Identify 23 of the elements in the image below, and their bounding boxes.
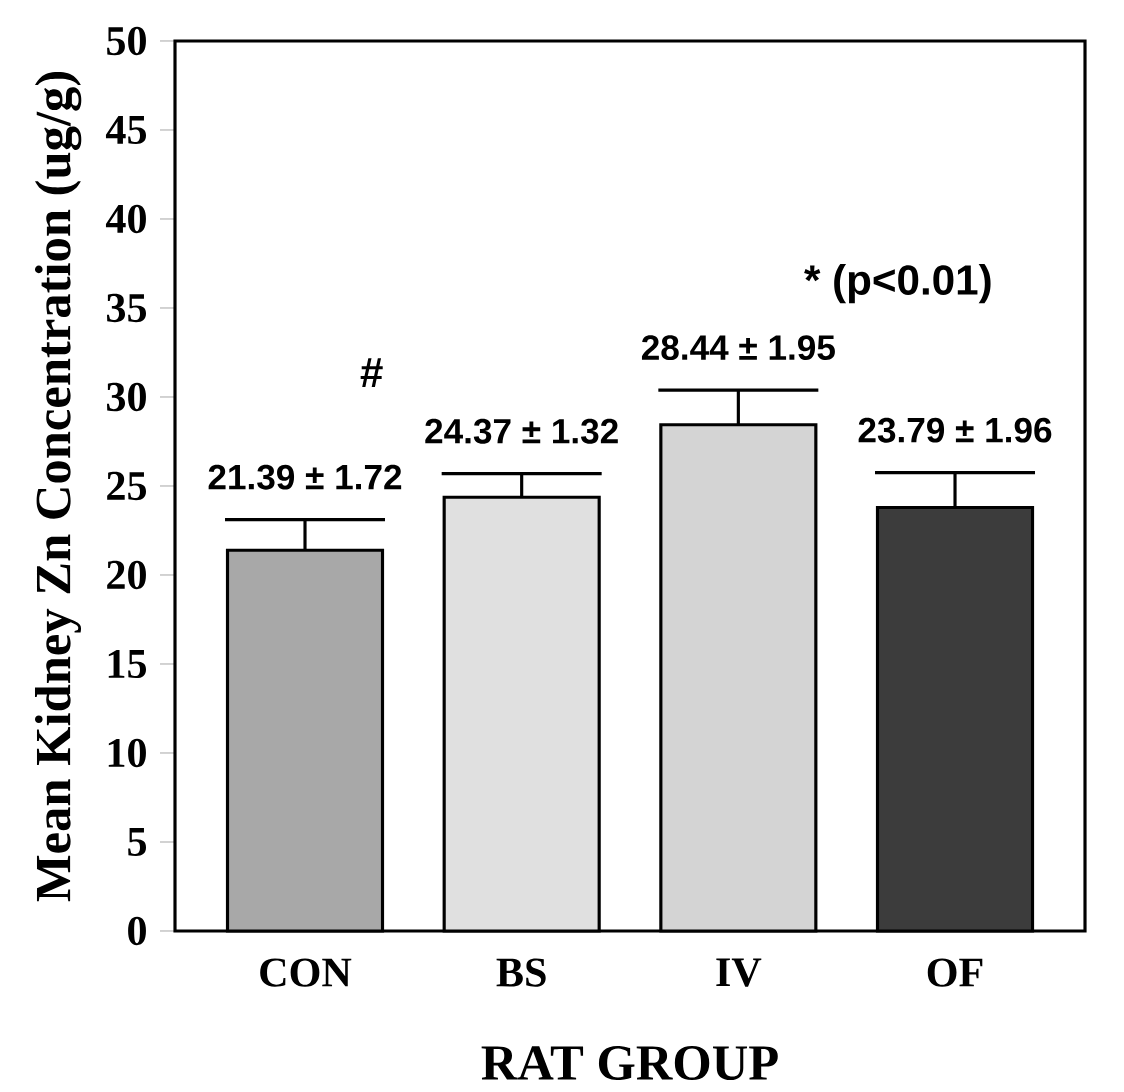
x-axis-title: RAT GROUP	[481, 1046, 778, 1081]
y-tick-label: 35	[107, 293, 147, 323]
y-tick-label: 20	[107, 560, 146, 590]
y-tick-label: 5	[128, 828, 147, 857]
annotation: #	[360, 358, 383, 388]
y-tick-label: 25	[107, 471, 147, 501]
y-axis-title: Mean Kidney Zn Concentration (ug/g)	[34, 72, 82, 902]
y-tick-label: 30	[107, 382, 146, 412]
annotation: * (p<0.01)	[804, 264, 991, 304]
y-tick-label: 15	[108, 650, 147, 679]
x-tick-label: OF	[927, 958, 983, 987]
y-tick-label: 45	[105, 116, 147, 145]
data-label: 24.37 ± 1.32	[425, 418, 618, 444]
y-tick-label: 10	[108, 738, 146, 768]
data-label: 21.39 ± 1.72	[208, 464, 402, 490]
x-tick-label: CON	[260, 958, 352, 987]
y-tick-label: 0	[128, 916, 146, 946]
x-tick-label: BS	[496, 958, 546, 987]
y-tick-label: 40	[105, 204, 146, 234]
x-tick-label: IV	[716, 958, 762, 987]
data-label: 28.44 ± 1.95	[641, 335, 835, 361]
y-tick-label: 50	[107, 26, 146, 56]
data-label: 23.79 ± 1.96	[858, 417, 1052, 443]
